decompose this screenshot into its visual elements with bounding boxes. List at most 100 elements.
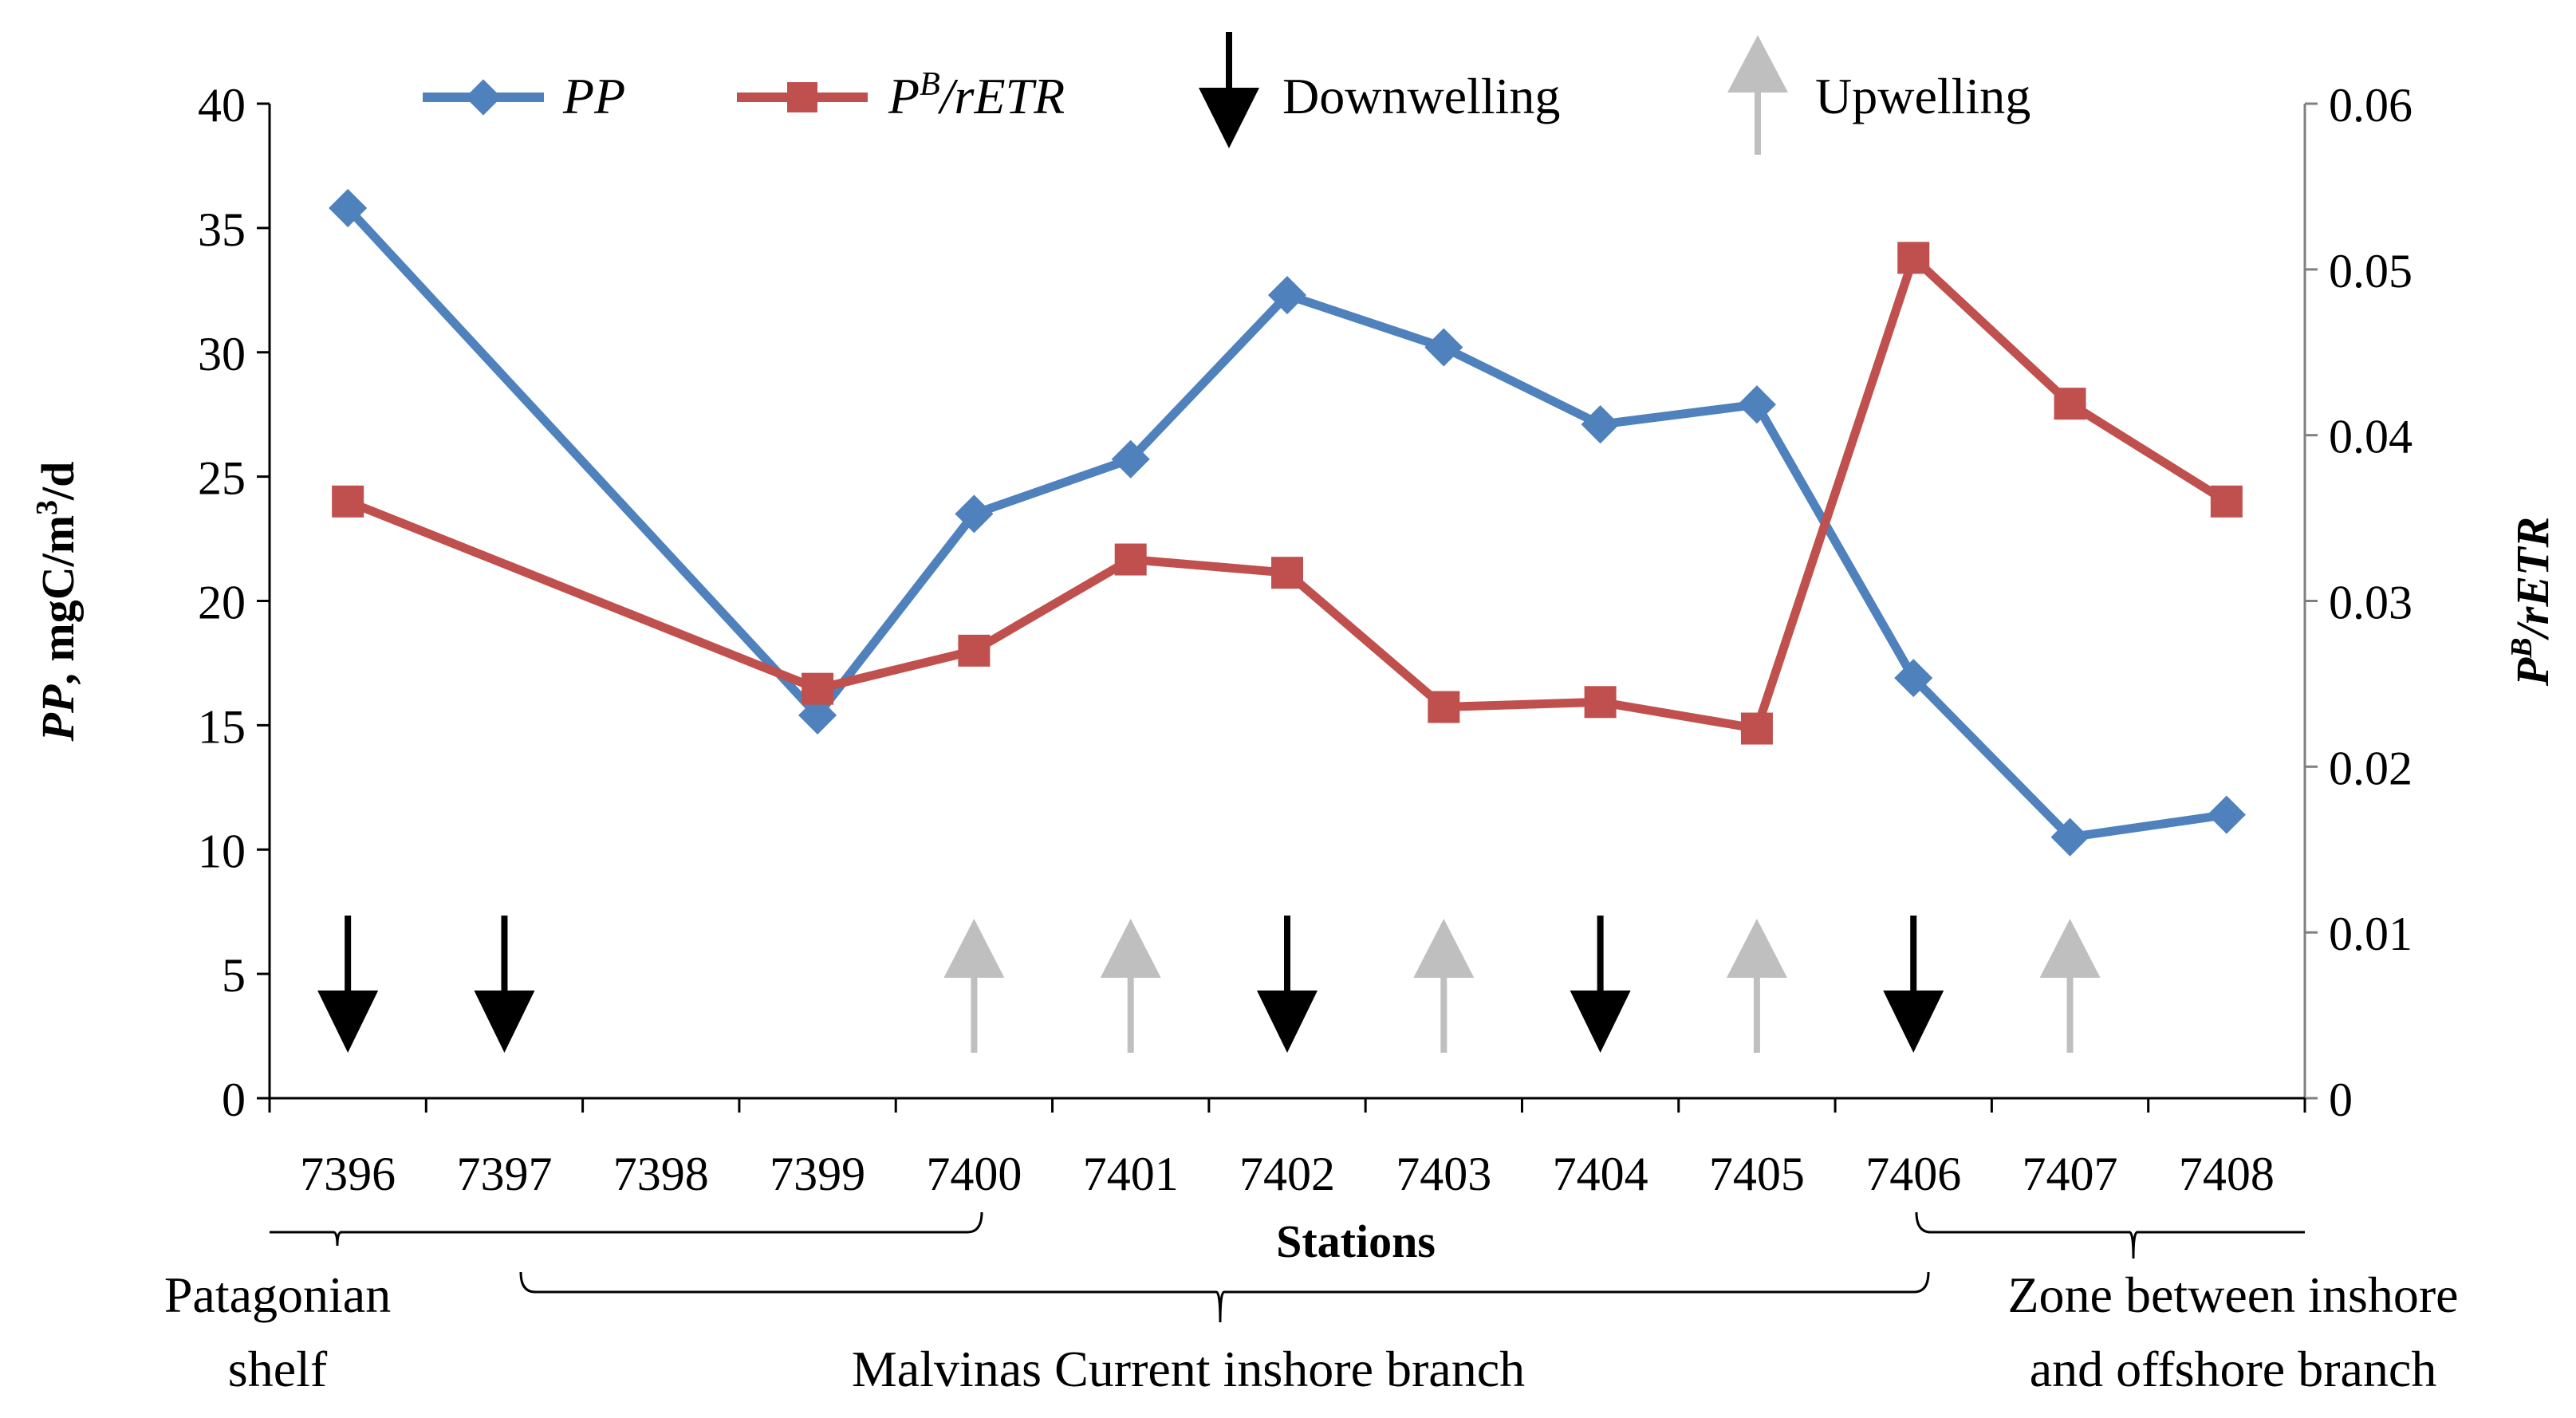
zone-patagonian-line1: Patagonian [164,1266,391,1323]
upwelling-arrow [2039,919,2101,1053]
downwelling-arrow-head [1883,991,1944,1053]
downwelling-arrow [1883,916,1944,1053]
bracket-malvinas-current [519,1271,1930,1323]
x-tick-label: 7397 [456,1148,552,1200]
y-right-tick-label: 0.04 [2329,411,2413,463]
y-right-tick-label: 0.06 [2329,79,2413,132]
y-right-title-sup: B [2505,637,2539,658]
upwelling-arrow-head [943,919,1005,978]
series-point-pbretr [1114,543,1147,576]
x-tick-label: 7400 [926,1148,1022,1200]
series-point-pp [2050,817,2090,857]
x-tick-label: 7396 [300,1148,396,1200]
y-left-tick-label: 5 [222,949,246,1002]
y-left-tick-label: 25 [198,452,246,505]
y-right-tick-label: 0.03 [2329,577,2413,629]
zone-malvinas-label: Malvinas Current inshore branch [852,1341,1525,1397]
x-tick-label: 7398 [613,1148,709,1200]
series-point-pp [329,188,368,227]
x-axis-title: Stations [1276,1215,1436,1267]
upwelling-arrow-head [1726,919,1787,978]
zone-between-line1: Zone between inshore [2007,1266,2458,1323]
upwelling-arrow-head [2039,919,2101,978]
downwelling-arrow-head [1257,991,1318,1053]
x-tick-label: 7406 [1865,1148,1961,1200]
x-tick-label: 7408 [2179,1148,2275,1200]
upwelling-arrow [1726,919,1787,1053]
upwelling-arrow [1413,919,1475,1053]
downwelling-arrow [474,916,535,1053]
upwelling-arrow-shaft [1753,975,1760,1053]
zone-patagonian-line2: shelf [228,1341,328,1397]
y-left-title-pp: PP [32,684,84,742]
downwelling-arrow-shaft [1284,916,1290,995]
series-point-pp [1737,385,1776,424]
series-line-pbretr [346,253,2229,734]
y-left-title-end: /d [32,462,84,501]
y-left-tick-label: 35 [198,203,246,256]
series-point-pbretr [2210,485,2243,518]
legend-downwelling-arrow [1199,32,1259,148]
upwelling-arrow-shaft [971,975,978,1053]
downwelling-arrow-head [474,991,535,1053]
series-point-pbretr [802,672,834,705]
upwelling-arrow-shaft [1127,975,1134,1053]
series-layer [329,188,2246,857]
legend-pb-label: PB/rETR [888,66,1065,124]
y-left-axis-title: PP, mgC/m3/d [30,462,84,742]
upwelling-arrow [1100,919,1161,1053]
downwelling-arrow-shaft [345,916,352,995]
downwelling-arrow [317,916,379,1053]
series-point-pp [1894,659,1933,698]
series-point-pbretr [1271,557,1303,589]
legend-pp-marker [465,79,502,116]
downwelling-arrow-shaft [1910,916,1917,995]
y-left-title-unit: , mgC/m [32,515,84,685]
y-left-tick-label: 40 [198,79,246,132]
downwelling-arrow-shaft [501,916,508,995]
legend-pb-end: /rETR [938,68,1065,124]
y-right-tick-label: 0 [2329,1073,2353,1126]
upwelling-arrow-shaft [1440,975,1448,1053]
y-right-title-end: /rETR [2507,517,2558,641]
x-tick-label: 7401 [1083,1148,1179,1200]
legend: PP PB/rETR Downwelling Upwelling [423,32,2030,155]
x-tick-label: 7403 [1396,1148,1491,1200]
downwelling-arrow-head [317,991,379,1053]
legend-pb-sup: B [920,66,940,103]
x-tick-label: 7405 [1709,1148,1805,1200]
y-left-tick-label: 10 [198,825,246,877]
legend-pb-main: P [888,68,920,124]
series-point-pp [2207,795,2246,834]
bracket-patagonian-shelf [270,1211,983,1247]
series-point-pp [1581,405,1620,444]
legend-upwelling-label: Upwelling [1815,68,2030,124]
zone-between-line2: and offshore branch [2030,1341,2437,1397]
y-right-tick-label: 0.05 [2329,245,2413,297]
downwelling-arrow [1570,916,1631,1053]
x-tick-label: 7402 [1239,1148,1335,1200]
bracket-zone-between [1915,1211,2305,1259]
x-tick-label: 7407 [2023,1148,2118,1200]
series-point-pbretr [1897,242,1930,274]
zone-brackets: Patagonian shelf Malvinas Current inshor… [164,1211,2459,1397]
x-tick-label: 7404 [1553,1148,1648,1200]
legend-pp-label: PP [562,68,625,124]
downwelling-arrow-shaft [1597,916,1604,995]
legend-downwelling-label: Downwelling [1282,68,1560,124]
y-right-axis-title: PB/rETR [2505,517,2558,687]
series-point-pbretr [1584,686,1617,719]
series-point-pbretr [958,634,991,667]
y-right-tick-label: 0.02 [2329,742,2413,794]
series-point-pbretr [332,485,364,518]
y-left-tick-label: 15 [198,700,246,753]
y-left-tick-label: 0 [222,1073,246,1126]
downwelling-arrow [1257,916,1318,1053]
downwelling-arrow-head [1570,991,1631,1053]
series-point-pbretr [1428,691,1460,723]
x-tick-label: 7399 [770,1148,865,1200]
upwelling-arrow-shaft [2066,975,2074,1053]
y-right-title-main: P [2507,657,2558,687]
upwelling-arrow-head [1413,919,1475,978]
